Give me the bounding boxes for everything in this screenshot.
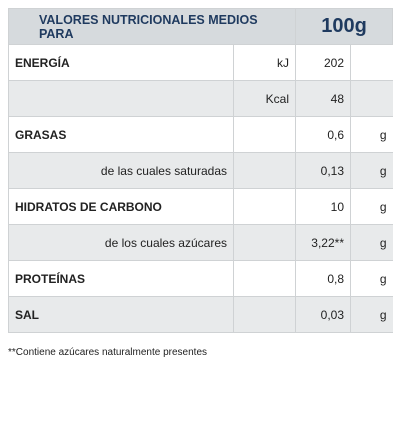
empty-cell <box>350 80 393 117</box>
header-amount: 100g <box>295 8 393 45</box>
header-row: VALORES NUTRICIONALES MEDIOS PARA 100g <box>8 8 393 45</box>
nutrition-panel: VALORES NUTRICIONALES MEDIOS PARA 100g E… <box>8 8 393 333</box>
value: 202 <box>295 44 351 81</box>
value: 0,13 <box>295 152 351 189</box>
unit: Kcal <box>233 80 296 117</box>
empty-cell <box>233 296 296 333</box>
unit: g <box>350 260 393 297</box>
value: 48 <box>295 80 351 117</box>
unit: kJ <box>233 44 296 81</box>
row: GRASAS 0,6 g <box>8 116 393 153</box>
value: 3,22** <box>295 224 351 261</box>
value: 0,03 <box>295 296 351 333</box>
nutrition-table: VALORES NUTRICIONALES MEDIOS PARA 100g E… <box>8 8 393 333</box>
unit: g <box>350 116 393 153</box>
empty-cell <box>233 188 296 225</box>
unit: g <box>350 152 393 189</box>
value: 0,8 <box>295 260 351 297</box>
row: Kcal 48 <box>8 80 393 117</box>
row: de las cuales saturadas 0,13 g <box>8 152 393 189</box>
empty-cell <box>350 44 393 81</box>
unit: g <box>350 188 393 225</box>
row-label: HIDRATOS DE CARBONO <box>8 188 234 225</box>
empty-cell <box>8 80 234 117</box>
header-title: VALORES NUTRICIONALES MEDIOS PARA <box>8 8 296 45</box>
empty-cell <box>233 152 296 189</box>
row: PROTEÍNAS 0,8 g <box>8 260 393 297</box>
row-label: de las cuales saturadas <box>8 152 234 189</box>
row: HIDRATOS DE CARBONO 10 g <box>8 188 393 225</box>
row: de los cuales azúcares 3,22** g <box>8 224 393 261</box>
empty-cell <box>233 116 296 153</box>
row-label: GRASAS <box>8 116 234 153</box>
footnote: **Contiene azúcares naturalmente present… <box>8 347 208 358</box>
row-label: ENERGÍA <box>8 44 234 81</box>
value: 10 <box>295 188 351 225</box>
row-label: PROTEÍNAS <box>8 260 234 297</box>
row-label: SAL <box>8 296 234 333</box>
value: 0,6 <box>295 116 351 153</box>
unit: g <box>350 296 393 333</box>
row-label: de los cuales azúcares <box>8 224 234 261</box>
unit: g <box>350 224 393 261</box>
row: SAL 0,03 g <box>8 296 393 333</box>
row: ENERGÍA kJ 202 <box>8 44 393 81</box>
empty-cell <box>233 260 296 297</box>
empty-cell <box>233 224 296 261</box>
